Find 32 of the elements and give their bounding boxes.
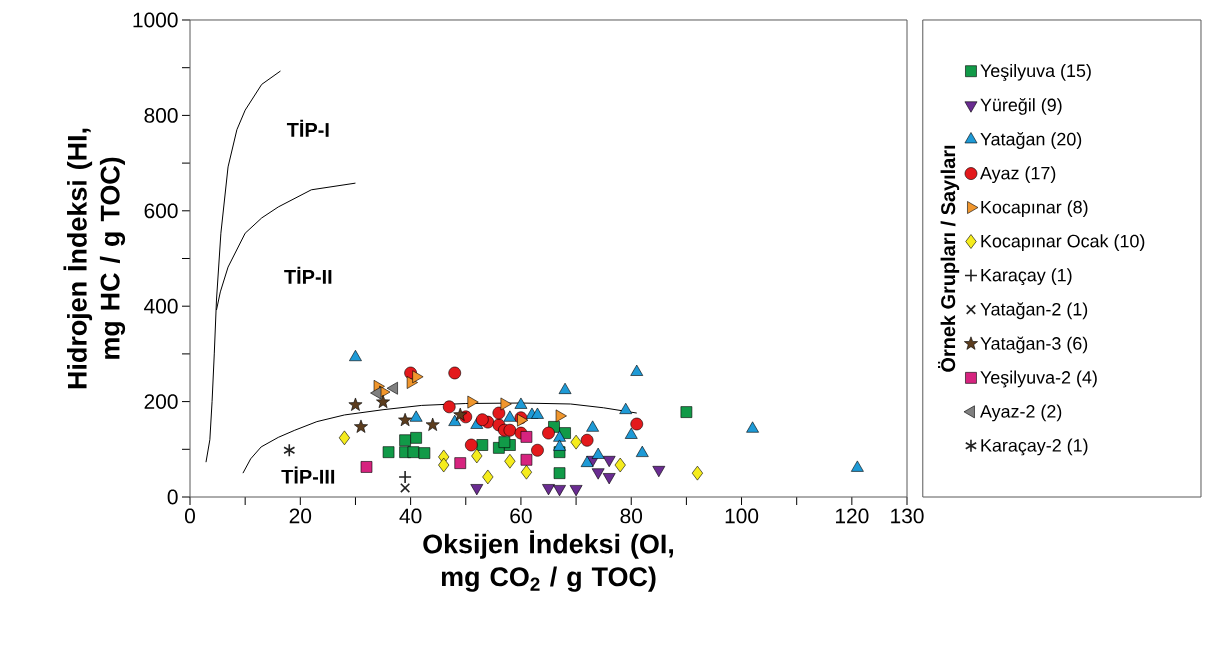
annotation: TİP-III: [281, 466, 335, 484]
annotation: TİP-II: [284, 266, 332, 284]
x-tick-label: 100: [725, 508, 759, 524]
x-tick-label: 120: [835, 508, 869, 524]
legend-label: Kocapınar Ocak (10): [981, 234, 1145, 251]
legend-label: Yeşilyuva (15): [980, 63, 1091, 81]
legend-title: Örnek Grupları / Sayıları: [938, 145, 960, 372]
legend-label: Yatağan (20): [980, 132, 1082, 150]
legend-label: Ayaz-2 (2): [979, 404, 1062, 422]
y-tick-label: 600: [144, 203, 178, 219]
x-axis-title: Oksijen İndeksi (OI, mg CO$_{2}$ / g TOC): [423, 530, 674, 592]
legend-label: Yüreğil (9): [980, 97, 1062, 115]
y-tick-label: 400: [144, 298, 178, 314]
y-axis-title: Hidrojen İndeksi (HI, mg HC / g TOC): [63, 128, 126, 389]
x-tick-label: 0: [184, 508, 195, 524]
x-tick-label: 40: [399, 508, 422, 524]
legend-label: Yatağan-2 (1): [980, 302, 1088, 320]
x-tick-label: 130: [891, 508, 924, 524]
legend-label: Karaçay-2 (1): [981, 438, 1088, 456]
x-tick-label: 60: [510, 508, 532, 524]
y-tick-label: 0: [167, 489, 178, 505]
y-tick-label: 1000: [133, 12, 178, 28]
legend-label: Kocapınar (8): [981, 200, 1088, 218]
legend-label: Karaçay (1): [981, 268, 1072, 286]
annotation: TİP-I: [286, 119, 329, 137]
legend-label: Yatağan-3 (6): [980, 336, 1088, 354]
legend-label: Ayaz (17): [979, 166, 1056, 184]
x-tick-label: 80: [620, 508, 643, 524]
legend-label: Yeşilyuva-2 (4): [980, 370, 1097, 388]
x-tick-label: 20: [289, 508, 312, 524]
y-tick-label: 800: [144, 107, 178, 123]
y-tick-label: 200: [144, 394, 178, 409]
